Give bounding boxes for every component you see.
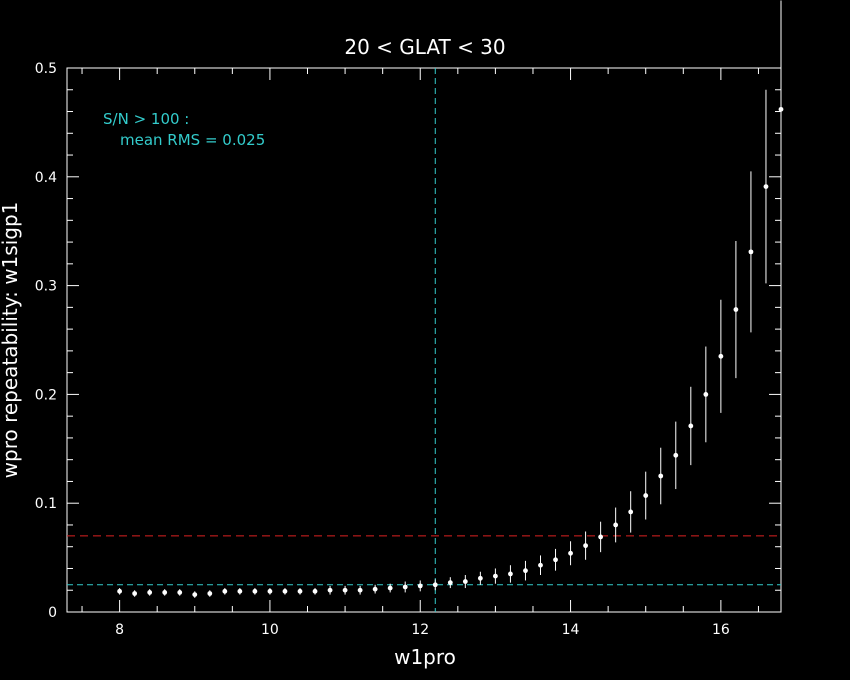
- annotation-line-2: mean RMS = 0.025: [120, 131, 265, 149]
- data-point: [432, 582, 438, 588]
- data-point: [643, 493, 649, 498]
- data-point: [658, 473, 664, 479]
- data-point: [252, 588, 258, 594]
- data-point: [598, 534, 604, 540]
- data-point: [297, 588, 303, 594]
- data-point: [342, 587, 348, 593]
- chart-title: 20 < GLAT < 30: [344, 35, 505, 59]
- data-point: [147, 590, 153, 595]
- data-point: [462, 579, 468, 584]
- data-point: [207, 591, 213, 596]
- data-point: [402, 584, 408, 590]
- y-tick-label: 0.3: [35, 279, 57, 295]
- data-point: [162, 590, 168, 595]
- data-point: [778, 106, 784, 112]
- y-tick-label: 0: [48, 605, 57, 621]
- data-point: [357, 587, 363, 593]
- data-point: [222, 588, 228, 594]
- x-axis-title: w1pro: [394, 645, 456, 669]
- data-point: [237, 588, 243, 594]
- y-tick-label: 0.1: [35, 496, 57, 512]
- data-point: [493, 573, 498, 579]
- data-point: [673, 452, 679, 458]
- data-point: [583, 543, 588, 549]
- data-point: [282, 588, 288, 594]
- data-point: [177, 590, 183, 595]
- x-tick-label: 16: [712, 622, 730, 638]
- data-point: [553, 557, 558, 563]
- data-point: [267, 588, 273, 594]
- y-tick-label: 0.5: [35, 61, 57, 77]
- data-point: [417, 583, 423, 589]
- data-point: [477, 575, 483, 581]
- data-point: [748, 249, 754, 255]
- data-point: [372, 586, 378, 592]
- data-point: [538, 562, 543, 568]
- data-point: [192, 592, 198, 597]
- data-point: [688, 423, 694, 429]
- chart-marks: 8 10 12 14 16 0 0.1 0.2 0.3 0.4 0.5: [35, 0, 784, 638]
- data-point: [703, 392, 709, 397]
- data-point: [327, 587, 333, 593]
- data-point: [733, 307, 739, 312]
- data-point: [763, 184, 769, 189]
- data-point: [447, 580, 453, 586]
- data-point: [508, 571, 513, 577]
- plot-frame: [66, 67, 782, 613]
- x-tick-label: 8: [115, 622, 124, 638]
- x-tick-label: 14: [562, 622, 580, 638]
- y-axis-title: wpro repeatability: w1sigp1: [0, 202, 22, 479]
- data-point: [117, 588, 123, 594]
- data-point: [312, 588, 318, 594]
- x-tick-label: 12: [411, 622, 429, 638]
- annotation-line-1: S/N > 100 :: [103, 110, 189, 128]
- data-point: [387, 585, 393, 591]
- x-tick-label: 10: [261, 622, 279, 638]
- data-point: [718, 353, 724, 359]
- data-point: [628, 509, 634, 515]
- y-tick-label: 0.4: [35, 170, 57, 186]
- data-point: [613, 522, 619, 528]
- data-point: [132, 591, 138, 596]
- data-point: [568, 550, 573, 556]
- y-tick-label: 0.2: [35, 387, 57, 403]
- data-point: [523, 568, 528, 574]
